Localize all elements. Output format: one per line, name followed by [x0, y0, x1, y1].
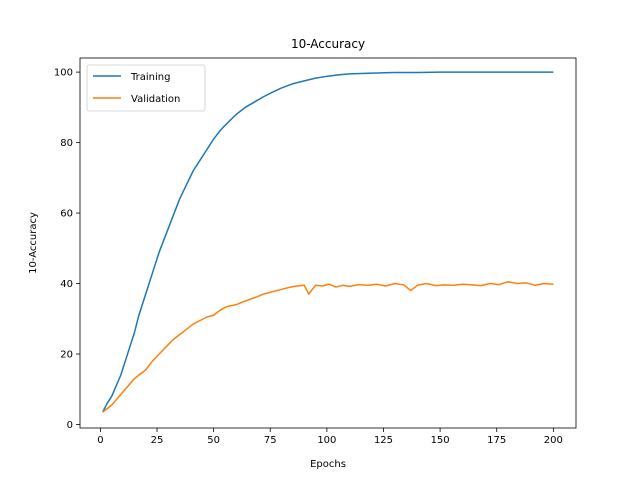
legend: Training Validation	[86, 64, 206, 112]
y-axis-title: 10-Accuracy	[28, 212, 39, 274]
x-tick-label: 75	[264, 435, 277, 446]
legend-label-training: Training	[130, 72, 170, 83]
plot-frame	[79, 57, 577, 429]
y-tick-label: 60	[60, 209, 73, 220]
x-axis-title: Epochs	[310, 459, 346, 470]
x-tick-label: 50	[207, 435, 220, 446]
chart-title: 10-Accuracy	[291, 37, 365, 51]
x-axis: 0 25 50 75 100 125 150 175 200	[97, 428, 563, 446]
series-line-training	[101, 71, 554, 413]
y-tick-label: 20	[60, 350, 73, 361]
y-tick-label: 0	[67, 420, 73, 431]
x-tick-label: 0	[97, 435, 103, 446]
x-tick-label: 200	[544, 435, 563, 446]
x-tick-label: 125	[374, 435, 393, 446]
y-tick-label: 100	[54, 68, 73, 79]
y-tick-label: 80	[60, 138, 73, 149]
y-tick-label: 40	[60, 279, 73, 290]
y-axis: 0 20 40 60 80 100	[54, 68, 80, 431]
series-line-validation	[102, 281, 554, 413]
x-tick-label: 175	[487, 435, 506, 446]
x-tick-label: 150	[431, 435, 450, 446]
legend-label-validation: Validation	[131, 94, 180, 105]
x-tick-label: 100	[317, 435, 336, 446]
x-tick-label: 25	[151, 435, 164, 446]
plot-area	[80, 58, 576, 428]
series-layer	[101, 71, 554, 413]
